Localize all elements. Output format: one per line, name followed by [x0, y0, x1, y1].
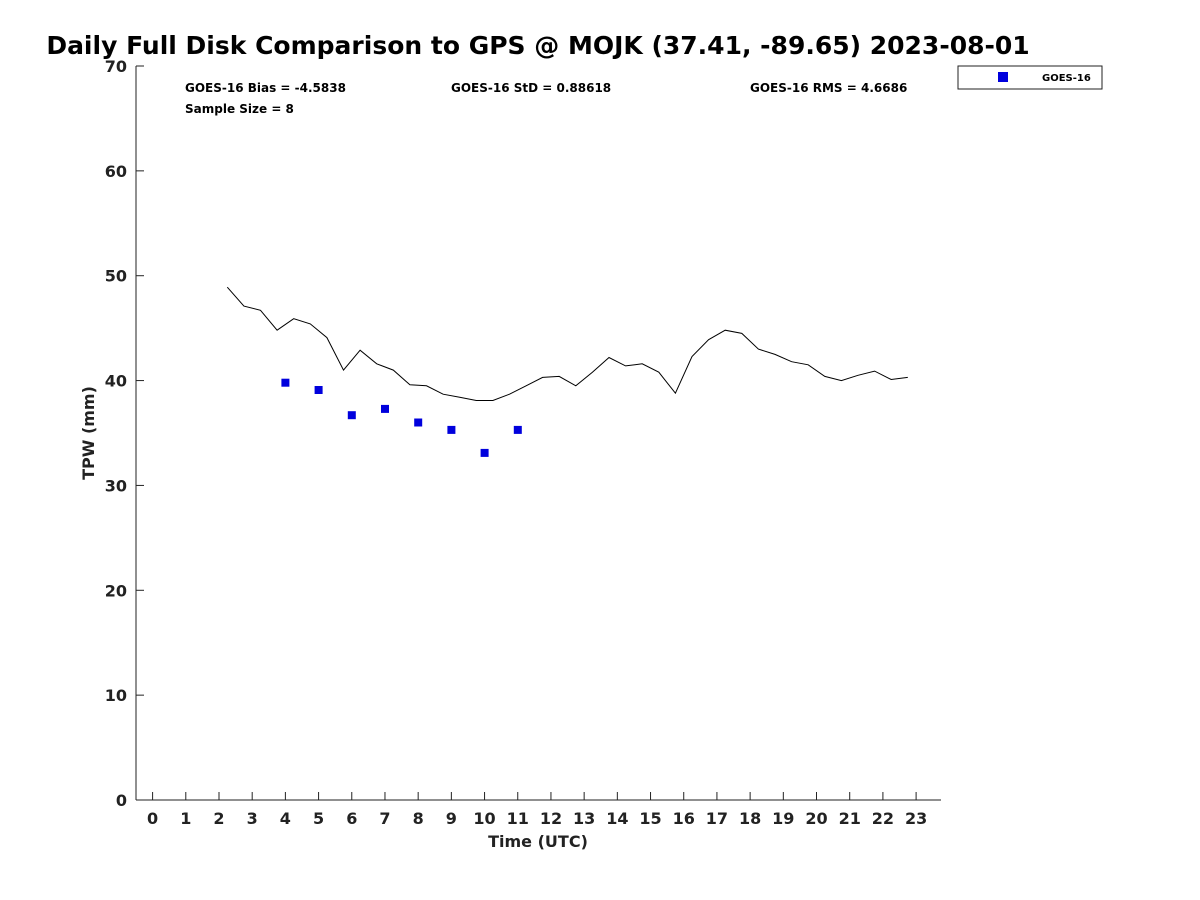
x-tick-label: 2	[213, 809, 224, 828]
goes16-point	[347, 411, 356, 420]
legend-label-goes16: GOES-16	[1042, 73, 1091, 84]
y-tick-label: 10	[105, 686, 127, 705]
x-tick-label: 21	[839, 809, 861, 828]
x-tick-label: 8	[413, 809, 424, 828]
bias-stat: GOES-16 Bias = -4.5838	[185, 81, 346, 95]
axes	[135, 66, 941, 801]
y-tick-label: 30	[105, 476, 127, 495]
x-tick-label: 19	[772, 809, 794, 828]
x-tick-label: 10	[473, 809, 495, 828]
gps-tpw-line	[226, 286, 908, 401]
x-tick-label: 5	[313, 809, 324, 828]
chart-title: Daily Full Disk Comparison to GPS @ MOJK…	[46, 31, 1029, 60]
x-tick-label: 12	[540, 809, 562, 828]
x-tick-label: 0	[147, 809, 158, 828]
x-tick-label: 14	[606, 809, 628, 828]
legend-marker-goes16	[998, 72, 1008, 82]
x-tick-label: 18	[739, 809, 761, 828]
std-stat: GOES-16 StD = 0.88618	[451, 81, 611, 95]
y-tick-label: 0	[116, 791, 127, 810]
y-tick-label: 50	[105, 267, 127, 286]
x-tick-label: 3	[247, 809, 258, 828]
y-axis-label: TPW (mm)	[79, 386, 98, 480]
x-tick-label: 6	[346, 809, 357, 828]
x-tick-label: 9	[446, 809, 457, 828]
y-tick-label: 60	[105, 162, 127, 181]
y-tick-label: 20	[105, 581, 127, 600]
goes16-point	[447, 425, 456, 434]
goes16-point	[513, 425, 522, 434]
x-tick-label: 11	[507, 809, 529, 828]
x-tick-label: 20	[805, 809, 827, 828]
x-tick-label: 15	[639, 809, 661, 828]
goes16-point	[414, 418, 423, 427]
x-tick-label: 13	[573, 809, 595, 828]
x-axis-label: Time (UTC)	[488, 832, 588, 851]
y-ticks: 0 10 20 30 40 50 60 70	[105, 57, 144, 810]
x-tick-label: 17	[706, 809, 728, 828]
x-tick-label: 22	[872, 809, 894, 828]
legend-box	[957, 65, 1103, 90]
goes16-point	[480, 448, 489, 457]
rms-stat: GOES-16 RMS = 4.6686	[750, 81, 907, 95]
y-tick-label: 40	[105, 372, 127, 391]
x-tick-label: 4	[280, 809, 291, 828]
y-tick-label: 70	[105, 57, 127, 76]
series-layer	[226, 286, 908, 457]
x-ticks: 0 1 2 3 4 5 6 7 8 9 10 11 12 13 14 15 16 17 18 19 20 21 22 23	[147, 792, 927, 828]
goes16-point	[314, 386, 323, 394]
x-tick-label: 1	[180, 809, 191, 828]
x-tick-label: 23	[905, 809, 927, 828]
x-tick-label: 16	[673, 809, 695, 828]
goes16-point	[281, 378, 290, 387]
sample-size-stat: Sample Size = 8	[185, 102, 294, 116]
goes16-point	[381, 404, 389, 413]
x-tick-label: 7	[379, 809, 390, 828]
legend: GOES-16	[957, 65, 1103, 90]
